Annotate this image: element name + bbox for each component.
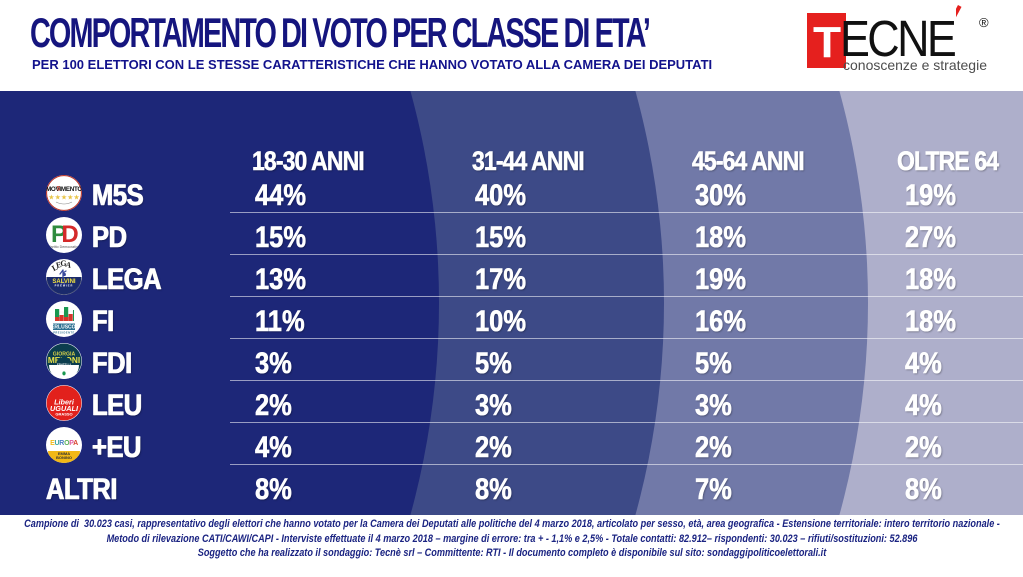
svg-text:GRASSO: GRASSO — [55, 412, 72, 417]
svg-text:Partito Democratico: Partito Democratico — [48, 245, 80, 249]
svg-text:BONINO: BONINO — [56, 455, 72, 460]
svg-text:EUROPA: EUROPA — [50, 440, 78, 447]
svg-text:BERLUSCONI: BERLUSCONI — [47, 324, 81, 330]
svg-text:PRESIDENTE: PRESIDENTE — [53, 331, 75, 335]
svg-text:★★★★★: ★★★★★ — [48, 194, 79, 202]
svg-text:D: D — [61, 221, 78, 248]
svg-text:5: 5 — [57, 186, 61, 193]
svg-text:MOVIMENTO: MOVIMENTO — [46, 186, 82, 193]
svg-text:PREMIER: PREMIER — [55, 283, 74, 287]
svg-text:D'ITALIA: D'ITALIA — [58, 366, 71, 370]
